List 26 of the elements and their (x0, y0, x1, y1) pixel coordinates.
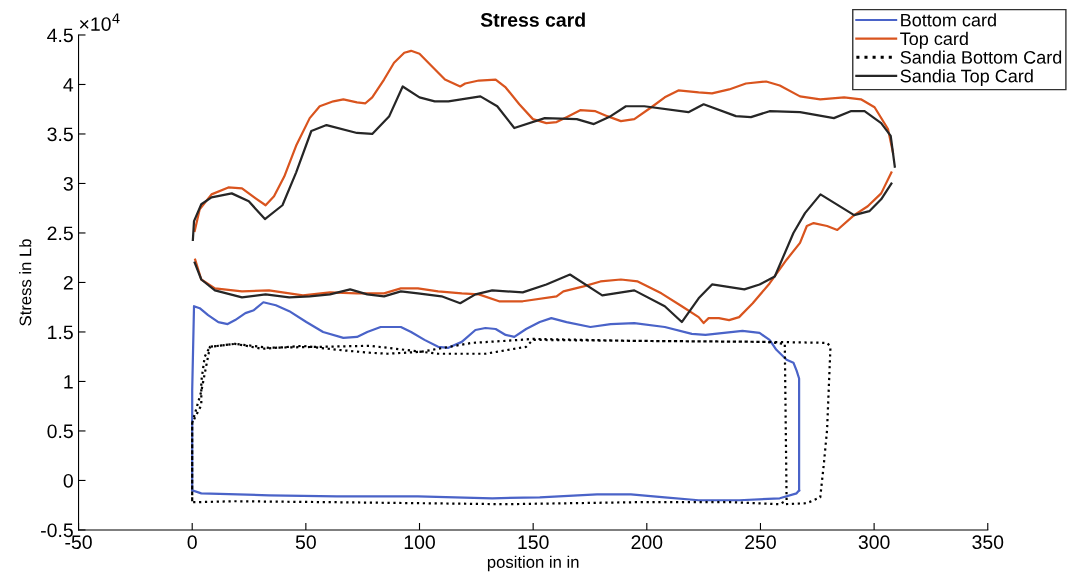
text: ×10$^{4}$ (79, 13, 120, 31)
x-tick-label: 100 (404, 535, 435, 550)
x-tick-label: 350 (972, 535, 1004, 550)
y-tick-label: 2 (63, 275, 73, 290)
y-tick-label: 0.5 (47, 424, 73, 439)
y-tick-label: 1 (64, 375, 73, 389)
x-tick-label: 150 (518, 535, 549, 550)
legend-label: Sandia Bottom Card (900, 50, 1062, 64)
chart-title: Stress card (480, 12, 585, 27)
x-tick-label: 200 (631, 535, 663, 550)
legend-label: Top card (900, 31, 968, 49)
x-axis-title: position in in (487, 555, 579, 572)
legend-label: Sandia Top Card (900, 69, 1033, 86)
y-tick-label: 0 (63, 473, 73, 488)
y-tick-label: 1.5 (48, 325, 73, 340)
legend-label: Bottom card (901, 13, 996, 27)
y-tick-label: 2.5 (47, 226, 73, 241)
y-tick-label: 3 (63, 176, 73, 191)
x-tick-label: 50 (295, 535, 316, 550)
y-tick-label: 4 (63, 78, 74, 92)
x-tick-label: 250 (745, 535, 776, 550)
x-tick-label: 0 (187, 535, 197, 550)
x-tick-label: 300 (858, 535, 890, 550)
y-tick-label: 3.5 (47, 127, 73, 142)
y-tick-label: 4.5 (47, 28, 73, 43)
y-axis-title: Stress in Lb (19, 239, 32, 326)
